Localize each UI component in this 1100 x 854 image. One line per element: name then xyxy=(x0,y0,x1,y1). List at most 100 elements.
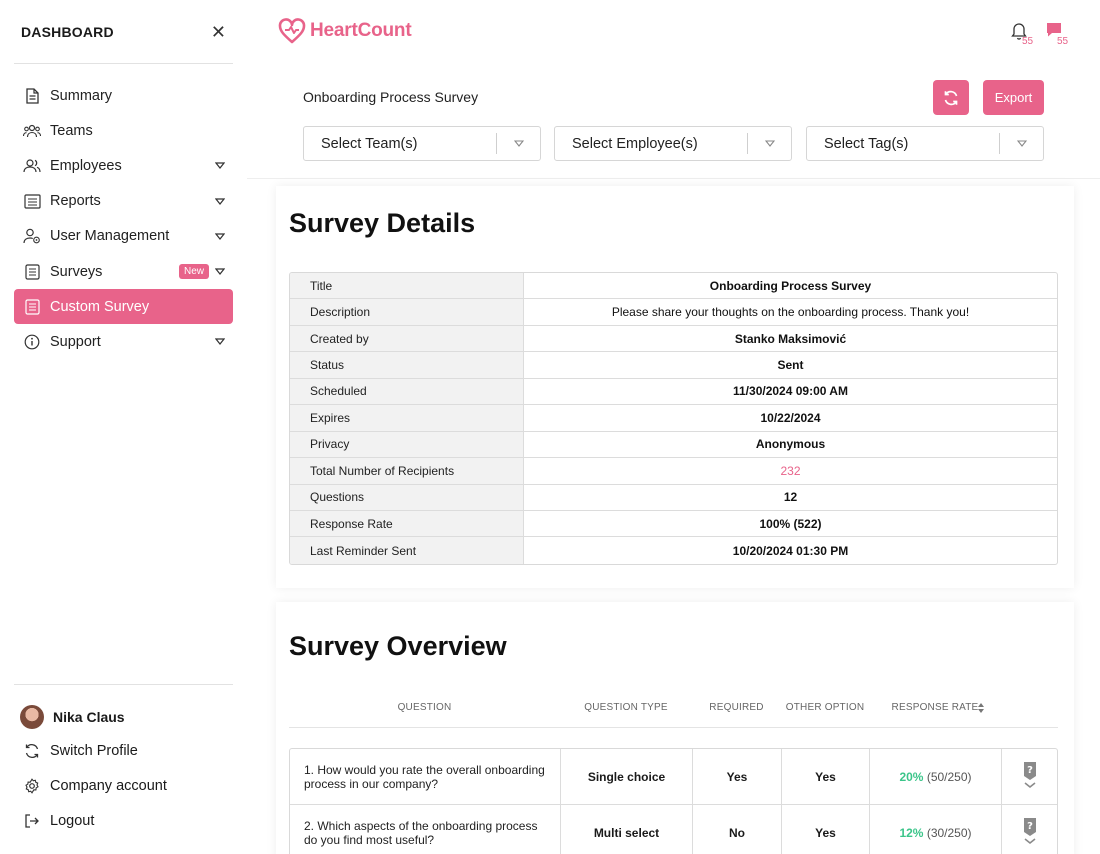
avatar xyxy=(20,704,44,729)
row-actions-cell[interactable]: ? xyxy=(1002,805,1057,854)
divider xyxy=(14,684,233,685)
messages-count: 55 xyxy=(1057,36,1069,47)
response-rate-percent: 12% xyxy=(899,825,924,840)
column-header-required[interactable]: REQUIRED xyxy=(709,702,764,713)
detail-key: Scheduled xyxy=(290,378,524,406)
close-icon[interactable]: ✕ xyxy=(210,22,226,42)
logout-icon xyxy=(23,812,41,830)
survey-details-table: Title Onboarding Process Survey Descripti… xyxy=(289,272,1058,565)
question-details-icon[interactable]: ? xyxy=(1021,816,1039,846)
new-badge: New xyxy=(178,264,209,280)
sidebar-nav: Summary Teams Employees Reports xyxy=(14,78,233,360)
detail-key: Status xyxy=(290,352,524,379)
row-actions-cell[interactable]: ? xyxy=(1002,749,1057,805)
user-name: Nika Claus xyxy=(53,708,125,725)
detail-value: Sent xyxy=(524,352,1057,379)
chevron-down-icon xyxy=(215,197,225,205)
table-row[interactable]: 2. Which aspects of the onboarding proce… xyxy=(290,805,1057,854)
separator xyxy=(999,133,1000,154)
heart-logo-icon xyxy=(278,18,306,44)
required-cell: Yes xyxy=(693,749,782,805)
messages-button[interactable]: 55 xyxy=(1046,22,1076,50)
sidebar-item-teams[interactable]: Teams xyxy=(14,113,233,148)
gear-icon xyxy=(23,777,41,795)
checklist-icon xyxy=(23,263,41,281)
user-settings-icon xyxy=(23,227,41,245)
sidebar-header: DASHBOARD ✕ xyxy=(21,22,226,42)
sidebar-item-employees[interactable]: Employees xyxy=(14,148,233,183)
overview-table: 1. How would you rate the overall onboar… xyxy=(289,748,1058,854)
bell-icon xyxy=(1011,23,1027,40)
table-row: Response Rate 100% (522) xyxy=(290,510,1057,538)
other-option-cell: Yes xyxy=(782,749,870,805)
logout-button[interactable]: Logout xyxy=(14,803,233,838)
export-button[interactable]: Export xyxy=(983,80,1044,115)
detail-value: Anonymous xyxy=(524,432,1057,459)
sidebar-item-label: Support xyxy=(50,333,101,350)
sidebar-item-label: Custom Survey xyxy=(50,298,150,315)
notifications-button[interactable]: 55 xyxy=(1011,22,1041,50)
table-row[interactable]: 1. How would you rate the overall onboar… xyxy=(290,749,1057,805)
survey-form-icon xyxy=(23,298,41,316)
survey-overview-card: Survey Overview QUESTION QUESTION TYPE R… xyxy=(276,602,1074,854)
sidebar-item-label: Summary xyxy=(50,87,113,104)
switch-profile-button[interactable]: Switch Profile xyxy=(14,733,233,768)
sidebar-item-summary[interactable]: Summary xyxy=(14,78,233,113)
sidebar-item-surveys[interactable]: Surveys New xyxy=(14,254,233,289)
sidebar-item-support[interactable]: Support xyxy=(14,324,233,359)
sort-icon[interactable] xyxy=(975,702,987,717)
table-row: Last Reminder Sent 10/20/2024 01:30 PM xyxy=(290,537,1057,564)
detail-value: 100% (522) xyxy=(524,511,1057,538)
overview-table-header: QUESTION QUESTION TYPE REQUIRED OTHER OP… xyxy=(289,702,1058,728)
table-row: Total Number of Recipients 232 xyxy=(290,458,1057,485)
column-header-other[interactable]: OTHER OPTION xyxy=(785,702,865,713)
document-icon xyxy=(23,87,41,105)
detail-key: Questions xyxy=(290,484,524,511)
question-cell: 1. How would you rate the overall onboar… xyxy=(290,749,561,805)
refresh-button[interactable] xyxy=(933,80,969,115)
sidebar-title: DASHBOARD xyxy=(21,24,114,40)
detail-key: Response Rate xyxy=(290,510,524,538)
logout-label: Logout xyxy=(50,812,95,829)
sidebar: DASHBOARD ✕ Summary Teams Employees xyxy=(0,0,247,854)
response-rate-cell: 12% (30/250) xyxy=(870,805,1002,854)
detail-value: 12 xyxy=(524,485,1057,511)
table-row: Created by Stanko Maksimović xyxy=(290,325,1057,353)
column-header-response-rate[interactable]: RESPONSE RATE xyxy=(891,702,979,713)
detail-value: Stanko Maksimović xyxy=(524,326,1057,353)
sidebar-item-reports[interactable]: Reports xyxy=(14,184,233,219)
detail-key: Last Reminder Sent xyxy=(290,537,524,564)
sidebar-item-label: User Management xyxy=(50,228,170,245)
column-header-question[interactable]: QUESTION xyxy=(397,702,452,713)
separator xyxy=(496,133,497,154)
recipients-link[interactable]: 232 xyxy=(524,458,1057,485)
column-header-type[interactable]: QUESTION TYPE xyxy=(584,702,668,713)
question-details-icon[interactable]: ? xyxy=(1021,760,1039,790)
detail-key: Privacy xyxy=(290,431,524,459)
team-select[interactable]: Select Team(s) xyxy=(303,126,541,161)
sidebar-item-label: Employees xyxy=(50,157,122,174)
svg-text:?: ? xyxy=(1027,821,1033,832)
table-row: Expires 10/22/2024 xyxy=(290,405,1057,432)
employee-select[interactable]: Select Employee(s) xyxy=(554,126,792,161)
logo-text: HeartCount xyxy=(310,20,412,41)
chevron-down-icon xyxy=(215,338,225,346)
users-icon xyxy=(23,157,41,175)
logo[interactable]: HeartCount xyxy=(278,18,412,44)
tag-select[interactable]: Select Tag(s) xyxy=(806,126,1044,161)
current-user[interactable]: Nika Claus xyxy=(14,700,233,733)
page-title: Onboarding Process Survey xyxy=(303,89,479,105)
required-cell: No xyxy=(693,805,782,854)
question-cell: 2. Which aspects of the onboarding proce… xyxy=(290,805,561,854)
company-account-label: Company account xyxy=(50,777,167,794)
report-list-icon xyxy=(23,192,41,210)
chevron-down-icon xyxy=(748,140,791,147)
sidebar-item-custom-survey[interactable]: Custom Survey xyxy=(14,289,233,325)
table-row: Description Please share your thoughts on… xyxy=(290,299,1057,326)
separator xyxy=(747,133,748,154)
sidebar-item-user-management[interactable]: User Management xyxy=(14,219,233,254)
response-rate-fraction: (50/250) xyxy=(926,769,972,784)
employee-select-placeholder: Select Employee(s) xyxy=(572,135,698,152)
svg-text:?: ? xyxy=(1027,765,1033,776)
company-account-button[interactable]: Company account xyxy=(14,768,233,803)
